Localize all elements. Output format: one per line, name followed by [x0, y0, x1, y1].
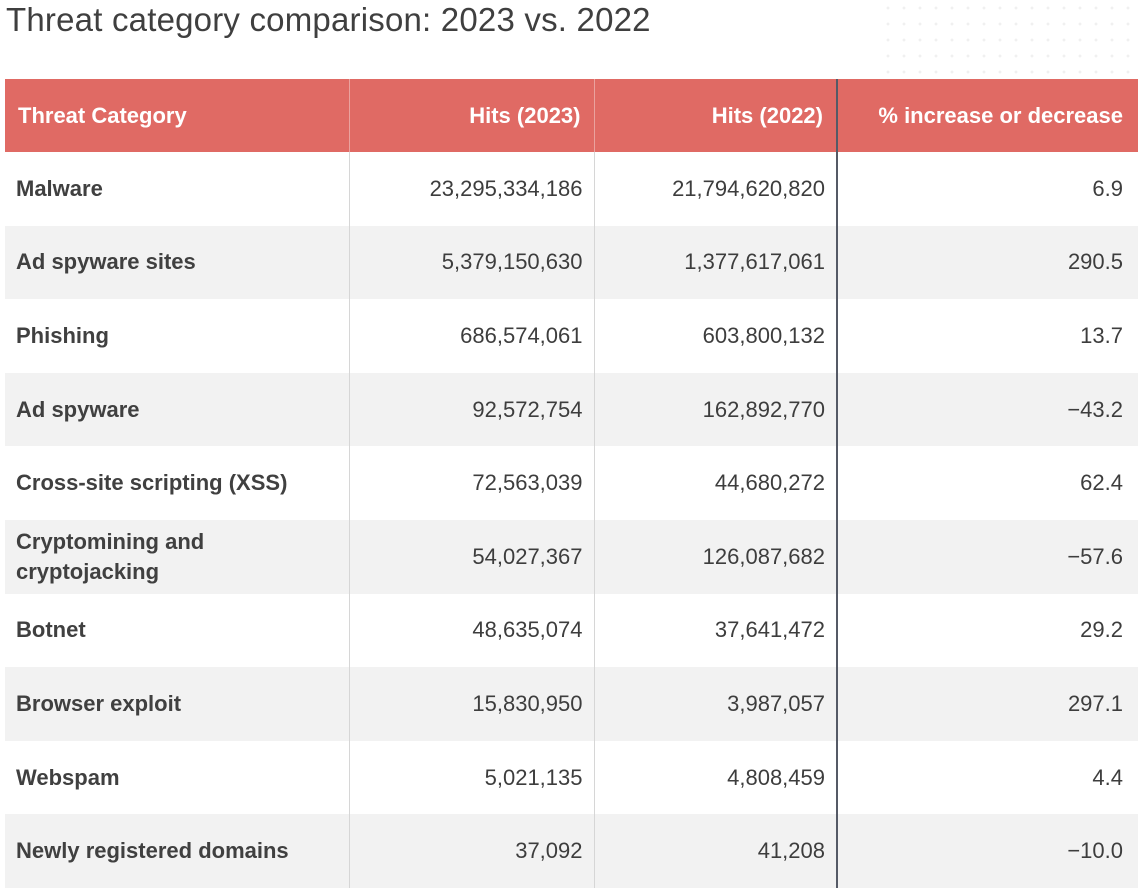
cell-threat-category: Botnet: [5, 593, 350, 668]
cell-percent-change: −43.2: [837, 372, 1138, 447]
cell-hits-2022: 4,808,459: [594, 740, 838, 815]
cell-hits-2023: 37,092: [349, 814, 595, 888]
cell-percent-change: 62.4: [837, 446, 1138, 520]
cell-hits-2023: 48,635,074: [349, 593, 595, 668]
cell-hits-2023: 686,574,061: [349, 299, 595, 373]
cell-threat-category: Ad spyware sites: [5, 225, 350, 300]
cell-percent-change: −10.0: [837, 814, 1138, 888]
table-row: Botnet 48,635,074 37,641,472 29.2: [5, 593, 1138, 668]
cell-threat-category: Newly registered domains: [5, 814, 350, 888]
cell-percent-change: 297.1: [837, 667, 1138, 741]
threat-comparison-table: Threat Category Hits (2023) Hits (2022) …: [5, 79, 1138, 888]
table-row: Malware 23,295,334,186 21,794,620,820 6.9: [5, 152, 1138, 226]
cell-hits-2023: 5,021,135: [349, 740, 595, 815]
header-hits-2023: Hits (2023): [349, 79, 595, 152]
header-hits-2022: Hits (2022): [594, 79, 838, 152]
cell-threat-category: Malware: [5, 152, 350, 226]
cell-hits-2022: 44,680,272: [594, 446, 838, 520]
page-title: Threat category comparison: 2023 vs. 202…: [6, 1, 651, 38]
table-row: Cross-site scripting (XSS) 72,563,039 44,6…: [5, 446, 1138, 520]
table-row: Ad spyware sites 5,379,150,630 1,377,617,0…: [5, 225, 1138, 300]
cell-percent-change: 4.4: [837, 740, 1138, 815]
cell-threat-category: Cross-site scripting (XSS): [5, 446, 350, 520]
cell-threat-category: Webspam: [5, 740, 350, 815]
header-percent-change: % increase or decrease: [837, 79, 1138, 152]
cell-hits-2022: 41,208: [594, 814, 838, 888]
cell-threat-category: Ad spyware: [5, 372, 350, 447]
cell-hits-2022: 3,987,057: [594, 667, 838, 741]
table-row: Phishing 686,574,061 603,800,132 13.7: [5, 299, 1138, 373]
cell-hits-2023: 15,830,950: [349, 667, 595, 741]
cell-hits-2022: 162,892,770: [594, 372, 838, 447]
cell-percent-change: 13.7: [837, 299, 1138, 373]
cell-hits-2023: 23,295,334,186: [349, 152, 595, 226]
cell-percent-change: 6.9: [837, 152, 1138, 226]
cell-hits-2022: 126,087,682: [594, 519, 838, 594]
cell-threat-category: Browser exploit: [5, 667, 350, 741]
cell-hits-2023: 5,379,150,630: [349, 225, 595, 300]
table-row: Webspam 5,021,135 4,808,459 4.4: [5, 740, 1138, 815]
table-row: Browser exploit 15,830,950 3,987,057 297.1: [5, 667, 1138, 741]
cell-percent-change: −57.6: [837, 519, 1138, 594]
cell-hits-2022: 21,794,620,820: [594, 152, 838, 226]
table-row: Newly registered domains 37,092 41,208 −10.…: [5, 814, 1138, 888]
cell-threat-category: Phishing: [5, 299, 350, 373]
table-header: Threat Category Hits (2023) Hits (2022) …: [5, 79, 1138, 152]
table-body: Malware 23,295,334,186 21,794,620,820 6.9 Ad…: [5, 152, 1138, 888]
cell-hits-2022: 37,641,472: [594, 593, 838, 668]
header-row: Threat Category Hits (2023) Hits (2022) …: [5, 79, 1138, 152]
cell-hits-2023: 92,572,754: [349, 372, 595, 447]
cell-percent-change: 29.2: [837, 593, 1138, 668]
cell-hits-2022: 1,377,617,061: [594, 225, 838, 300]
header-threat-category: Threat Category: [5, 79, 350, 152]
cell-threat-category: Cryptomining and cryptojacking: [5, 519, 350, 594]
table-row: Cryptomining and cryptojacking 54,027,367…: [5, 519, 1138, 594]
cell-hits-2023: 54,027,367: [349, 519, 595, 594]
cell-percent-change: 290.5: [837, 225, 1138, 300]
cell-hits-2022: 603,800,132: [594, 299, 838, 373]
cell-hits-2023: 72,563,039: [349, 446, 595, 520]
table-row: Ad spyware 92,572,754 162,892,770 −43.2: [5, 372, 1138, 447]
